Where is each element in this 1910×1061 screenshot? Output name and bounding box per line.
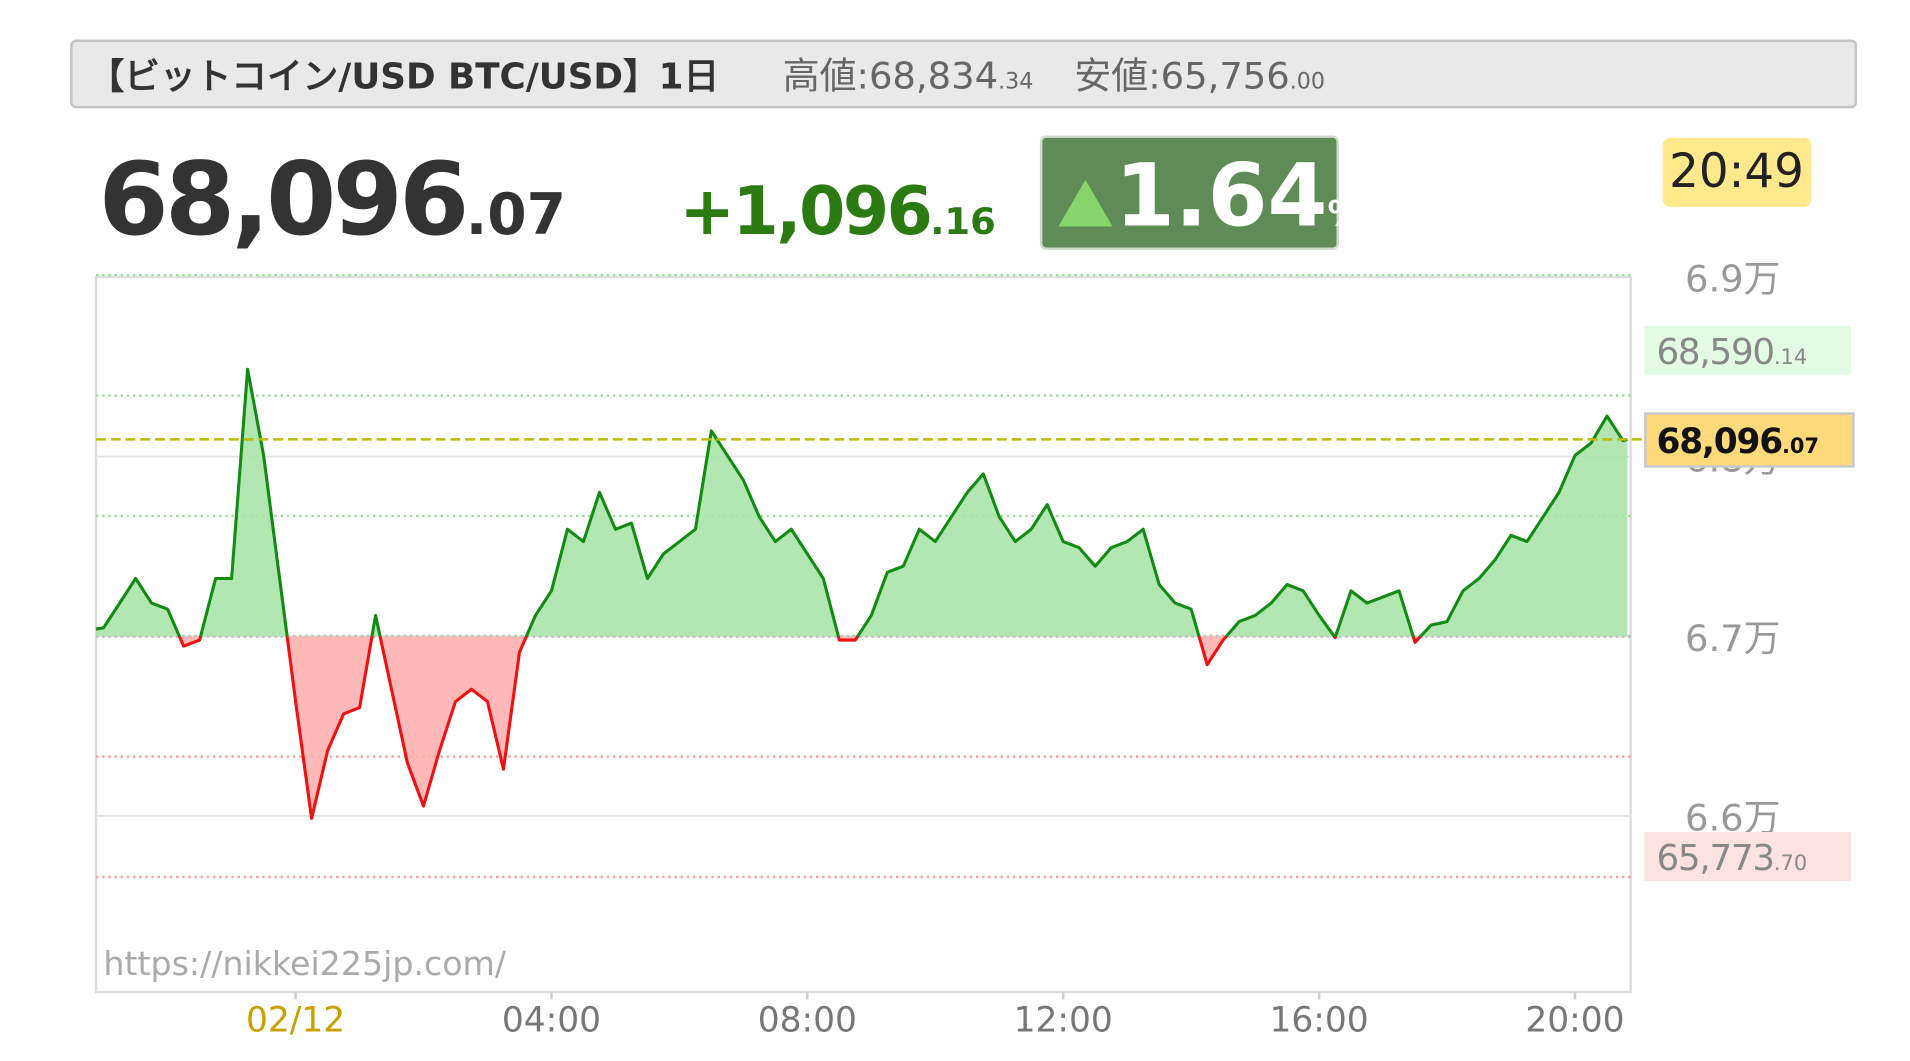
header-bar bbox=[70, 39, 1858, 109]
marker-label: 65,773.70 bbox=[1656, 838, 1807, 879]
x-tick-label: 16:00 bbox=[1269, 1000, 1368, 1040]
x-tick-label: 08:00 bbox=[758, 1000, 857, 1040]
grid: 6.9万6.8万6.7万6.6万02/1204:0008:0012:0016:0… bbox=[95, 258, 1781, 1040]
percent-badge bbox=[1039, 135, 1339, 250]
data bbox=[95, 367, 1628, 821]
labels: 68,590.14 65,773.70 68,096.07 bbox=[95, 326, 1855, 882]
marker-label: 68,096.07 bbox=[1656, 422, 1819, 462]
x-tick-label: 04:00 bbox=[502, 1000, 601, 1040]
percent: 1.64% bbox=[1115, 146, 1362, 246]
time: 20:49 bbox=[1669, 145, 1804, 199]
x-tick-label: 20:00 bbox=[1525, 1000, 1624, 1040]
marker-box bbox=[1644, 831, 1851, 882]
y-tick-label: 6.7万 bbox=[1685, 617, 1781, 660]
y-tick-label: 6.9万 bbox=[1685, 258, 1781, 301]
price: 68,096.07 bbox=[98, 140, 566, 258]
watermark: https://nikkei225jp.com/ bbox=[103, 944, 507, 983]
x-tick-label: 12:00 bbox=[1014, 1000, 1113, 1040]
up-arrow bbox=[1058, 179, 1113, 227]
change: +1,096.16 bbox=[679, 172, 995, 250]
marker-box bbox=[1644, 412, 1855, 468]
marker-box bbox=[1644, 326, 1851, 376]
marker-label: 68,590.14 bbox=[1656, 332, 1807, 373]
header-low: 安値:65,756.00 bbox=[1074, 55, 1325, 98]
price-line bbox=[95, 367, 1628, 821]
header-title: 【ビットコイン/USD BTC/USD】1日 bbox=[89, 57, 720, 98]
time-box bbox=[1662, 137, 1812, 207]
x-tick-label: 02/12 bbox=[246, 1000, 345, 1040]
header-high: 高値:68,834.34 bbox=[783, 55, 1034, 98]
area-fill bbox=[95, 369, 1628, 819]
